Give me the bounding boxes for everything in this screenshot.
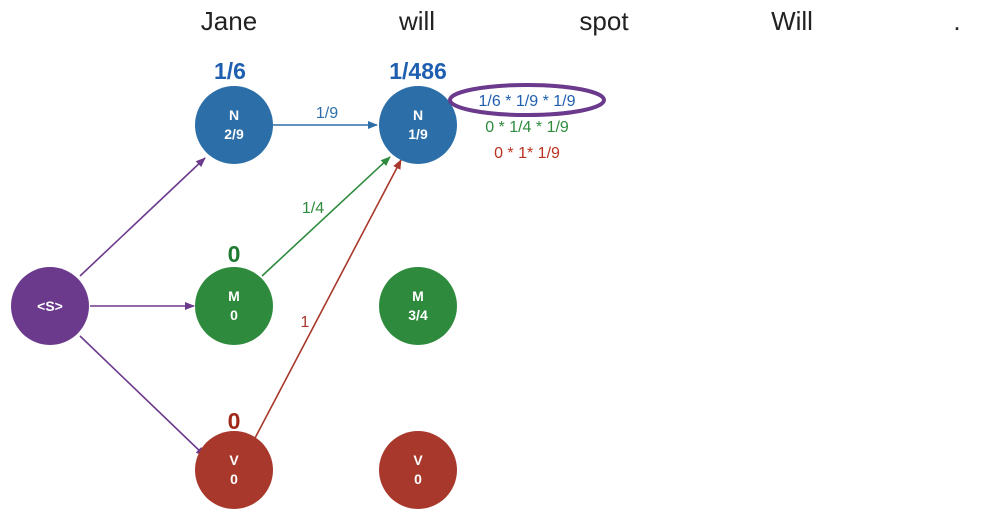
word-will: will [398, 6, 435, 36]
node-n2-value: 1/9 [408, 126, 428, 142]
node-m2-tag: M [412, 288, 424, 304]
edge-label-n-to-n: 1/9 [316, 105, 338, 122]
node-m1: M 0 [195, 267, 273, 345]
calc-from-modal: 0 * 1/4 * 1/9 [485, 119, 569, 136]
start-node-label: <S> [37, 298, 63, 314]
node-m1-tag: M [228, 288, 240, 304]
score-n2: 1/486 [389, 58, 447, 84]
edge-label-v-to-n: 1 [301, 314, 310, 331]
score-m1: 0 [228, 241, 241, 267]
calc-from-noun: 1/6 * 1/9 * 1/9 [479, 93, 576, 110]
edge-m1-to-n2 [261, 156, 391, 277]
node-n1: N 2/9 [195, 86, 273, 164]
node-m2-value: 3/4 [408, 307, 428, 323]
edge-start-to-n1 [79, 157, 206, 277]
edge-v1-to-n2 [253, 159, 402, 441]
word-period: . [953, 6, 960, 36]
node-v2: V 0 [379, 431, 457, 509]
max-highlight-ellipse [448, 83, 606, 117]
node-v2-value: 0 [414, 471, 422, 487]
node-m2: M 3/4 [379, 267, 457, 345]
word-spot: spot [579, 6, 629, 36]
node-v1-tag: V [229, 452, 239, 468]
score-v1: 0 [228, 408, 241, 434]
edge-label-m-to-n: 1/4 [302, 200, 324, 217]
node-n1-tag: N [229, 107, 239, 123]
node-n2: N 1/9 [379, 86, 457, 164]
score-n1: 1/6 [214, 58, 246, 84]
node-v2-tag: V [413, 452, 423, 468]
node-v1: V 0 [195, 431, 273, 509]
edge-start-to-v1 [79, 335, 206, 457]
start-node: <S> [11, 267, 89, 345]
node-m1-value: 0 [230, 307, 238, 323]
node-n2-tag: N [413, 107, 423, 123]
node-n1-value: 2/9 [224, 126, 244, 142]
calc-from-verb: 0 * 1* 1/9 [494, 145, 560, 162]
node-v1-value: 0 [230, 471, 238, 487]
word-will-capital: Will [771, 6, 813, 36]
word-jane: Jane [201, 6, 257, 36]
